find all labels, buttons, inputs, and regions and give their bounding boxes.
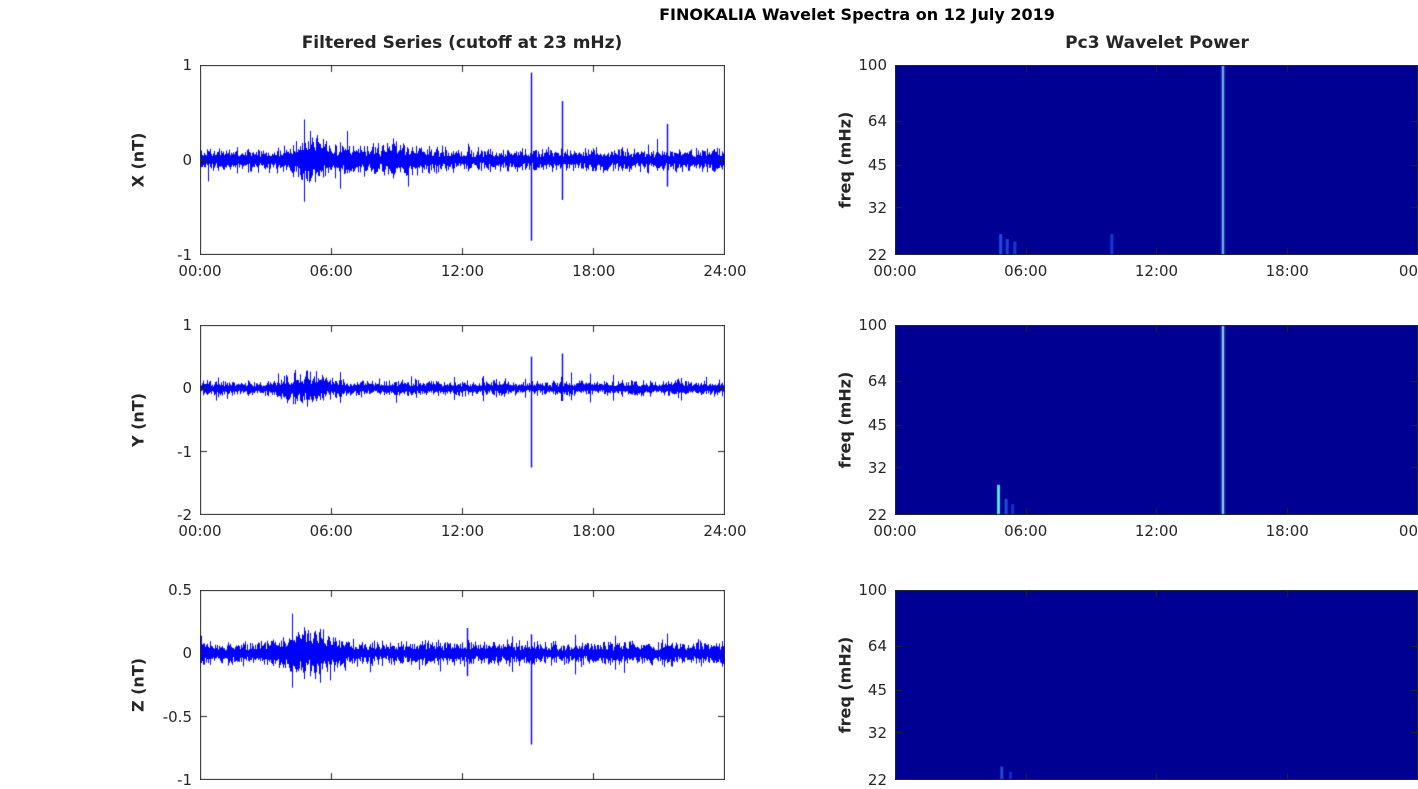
ytick-label-wavelet-x: 22 [867, 246, 887, 264]
xtick-label-filtered-x: 24:00 [703, 262, 747, 280]
y-axis-label-filtered-y: Y (nT) [128, 392, 148, 448]
figure-title: FINOKALIA Wavelet Spectra on 12 July 201… [659, 5, 1055, 24]
y-axis-label-filtered-x: X (nT) [128, 132, 148, 188]
ytick-label-wavelet-y: 45 [867, 416, 887, 435]
ytick-label-filtered-y: -1 [177, 442, 192, 461]
ytick-label-wavelet-z: 45 [867, 681, 887, 700]
xtick-label-wavelet-x: 12:00 [1134, 262, 1179, 280]
ytick-label-filtered-z: 0 [182, 644, 192, 663]
ytick-label-filtered-y: 0 [182, 379, 192, 398]
ytick-label-wavelet-y: 22 [867, 506, 887, 524]
xtick-label-wavelet-x: 18:00 [1265, 262, 1309, 280]
ytick-label-wavelet-z: 22 [867, 771, 887, 789]
left-column-title: Filtered Series (cutoff at 23 mHz) [301, 33, 623, 53]
xtick-label-filtered-x: 12:00 [440, 262, 485, 280]
ytick-label-filtered-y: -2 [177, 506, 192, 524]
plot-canvas-wavelet-y [895, 325, 1418, 515]
xtick-label-wavelet-y: 12:00 [1134, 522, 1179, 540]
xtick-label-wavelet-y: 06:00 [1004, 522, 1048, 540]
xtick-label-wavelet-y: 00:00 [873, 522, 917, 540]
y-axis-label-filtered-z: Z (nT) [128, 657, 148, 713]
plot-canvas-filtered-y [200, 325, 725, 515]
xtick-label-filtered-y: 12:00 [440, 522, 485, 540]
ytick-label-wavelet-z: 32 [867, 723, 887, 742]
panel-filtered-y [200, 325, 725, 515]
ytick-label-wavelet-x: 100 [858, 56, 887, 74]
y-axis-label-wavelet-y: freq (mHz) [835, 371, 855, 469]
ytick-label-filtered-x: -1 [177, 246, 192, 264]
ytick-label-filtered-x: 1 [182, 56, 192, 74]
ytick-label-wavelet-x: 64 [867, 112, 887, 130]
plot-canvas-filtered-z [200, 590, 725, 780]
xtick-label-filtered-x: 00:00 [178, 262, 222, 280]
xtick-label-filtered-x: 18:00 [572, 262, 616, 280]
right-column-title: Pc3 Wavelet Power [1065, 33, 1249, 53]
xtick-label-wavelet-x: 06:00 [1004, 262, 1048, 280]
panel-filtered-x [200, 65, 725, 255]
ytick-label-wavelet-z: 64 [867, 637, 887, 655]
panel-wavelet-x [895, 65, 1418, 255]
ytick-label-wavelet-z: 100 [858, 581, 887, 599]
xtick-label-wavelet-y: 00 [1398, 522, 1418, 540]
xtick-label-filtered-y: 18:00 [572, 522, 616, 540]
ytick-label-wavelet-y: 32 [867, 458, 887, 477]
ytick-label-wavelet-y: 64 [867, 372, 887, 390]
ytick-label-wavelet-y: 100 [858, 316, 887, 334]
plot-canvas-wavelet-z [895, 590, 1418, 780]
y-axis-label-wavelet-x: freq (mHz) [835, 111, 855, 209]
ytick-label-wavelet-x: 45 [867, 156, 887, 175]
panel-filtered-z [200, 590, 725, 780]
xtick-label-filtered-y: 24:00 [703, 522, 747, 540]
panel-wavelet-z [895, 590, 1418, 780]
ytick-label-filtered-y: 1 [182, 316, 192, 334]
ytick-label-filtered-z: -0.5 [162, 707, 192, 726]
xtick-label-filtered-y: 00:00 [178, 522, 222, 540]
xtick-label-filtered-x: 06:00 [309, 262, 353, 280]
xtick-label-wavelet-y: 18:00 [1265, 522, 1309, 540]
plot-canvas-filtered-x [200, 65, 725, 255]
y-axis-label-wavelet-z: freq (mHz) [835, 636, 855, 734]
plot-canvas-wavelet-x [895, 65, 1418, 255]
xtick-label-wavelet-x: 00 [1398, 262, 1418, 280]
panel-wavelet-y [895, 325, 1418, 515]
ytick-label-filtered-z: 0.5 [168, 581, 192, 599]
ytick-label-wavelet-x: 32 [867, 198, 887, 217]
ytick-label-filtered-z: -1 [177, 771, 192, 789]
xtick-label-wavelet-x: 00:00 [873, 262, 917, 280]
ytick-label-filtered-x: 0 [182, 151, 192, 169]
xtick-label-filtered-y: 06:00 [309, 522, 353, 540]
